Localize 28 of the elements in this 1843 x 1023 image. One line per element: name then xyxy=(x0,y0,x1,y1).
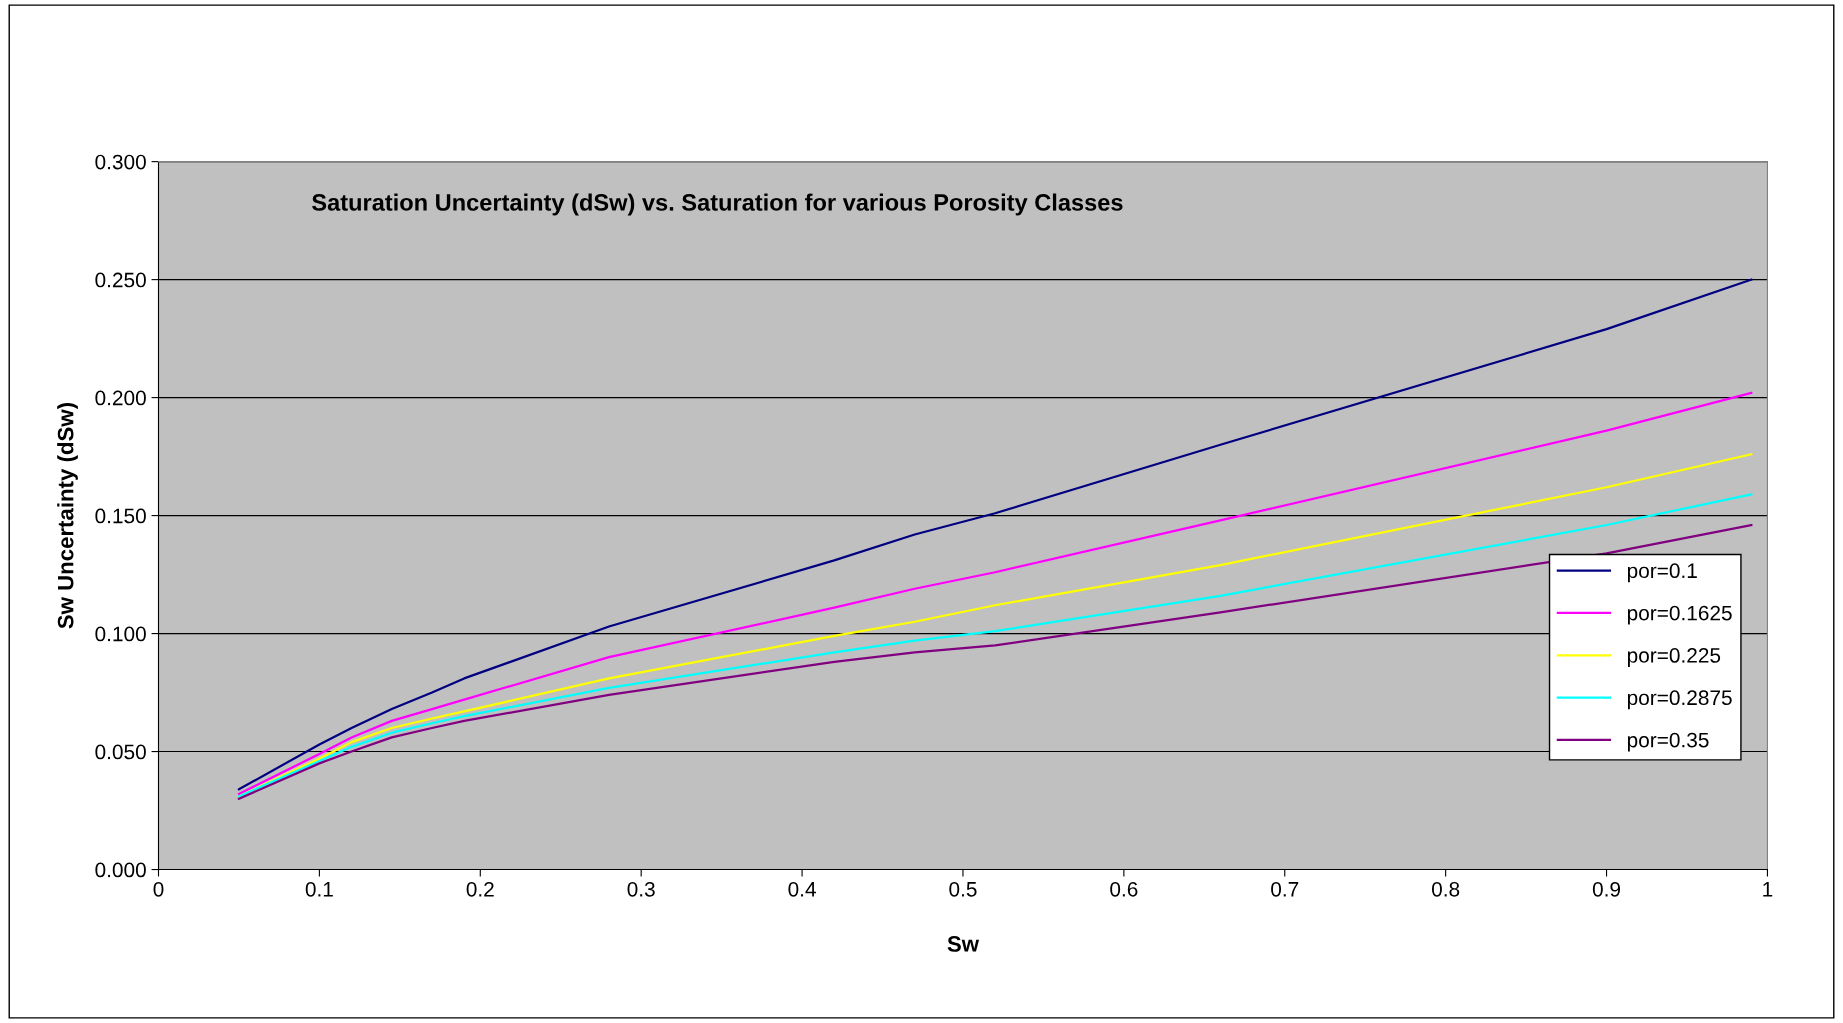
y-tick-label: 0.300 xyxy=(95,154,146,170)
y-tick-label: 0.150 xyxy=(95,508,146,524)
x-tick-label: 0.5 xyxy=(949,881,977,897)
x-tick-label: 0.6 xyxy=(1110,881,1138,897)
x-tick-label: 0.1 xyxy=(305,881,333,897)
x-axis-title: Sw xyxy=(947,936,980,952)
x-tick-label: 0.9 xyxy=(1592,881,1621,897)
legend-label: por=0.2875 xyxy=(1627,690,1732,710)
text: Saturation Uncertainty (dSw) vs. Saturation for various Porosity Classes xyxy=(312,193,1123,216)
x-tick-label: 0.3 xyxy=(627,881,655,897)
x-tick-label: 0.2 xyxy=(466,881,494,897)
legend-label: por=0.35 xyxy=(1627,732,1709,752)
y-tick-label: 0.000 xyxy=(95,862,146,878)
y-tick-label: 0.100 xyxy=(95,626,146,642)
y-axis-title: Sw Uncertainty (dSw) xyxy=(57,403,78,629)
x-tick-label: 0 xyxy=(153,881,164,897)
x-tick-label: 0.7 xyxy=(1271,881,1299,897)
legend-label: por=0.225 xyxy=(1627,648,1721,667)
y-tick-label: 0.200 xyxy=(95,390,146,406)
x-tick-label: 1 xyxy=(1763,882,1773,897)
y-tick-label: 0.250 xyxy=(95,272,146,288)
x-tick-label: 0.4 xyxy=(788,881,816,897)
line-series xyxy=(237,278,1753,791)
line-series xyxy=(237,391,1753,796)
y-tick-label: 0.050 xyxy=(95,744,146,760)
legend-label: por=0.1625 xyxy=(1627,605,1732,625)
x-tick-label: 0.8 xyxy=(1431,881,1460,897)
legend-label: por=0.1 xyxy=(1627,563,1697,583)
